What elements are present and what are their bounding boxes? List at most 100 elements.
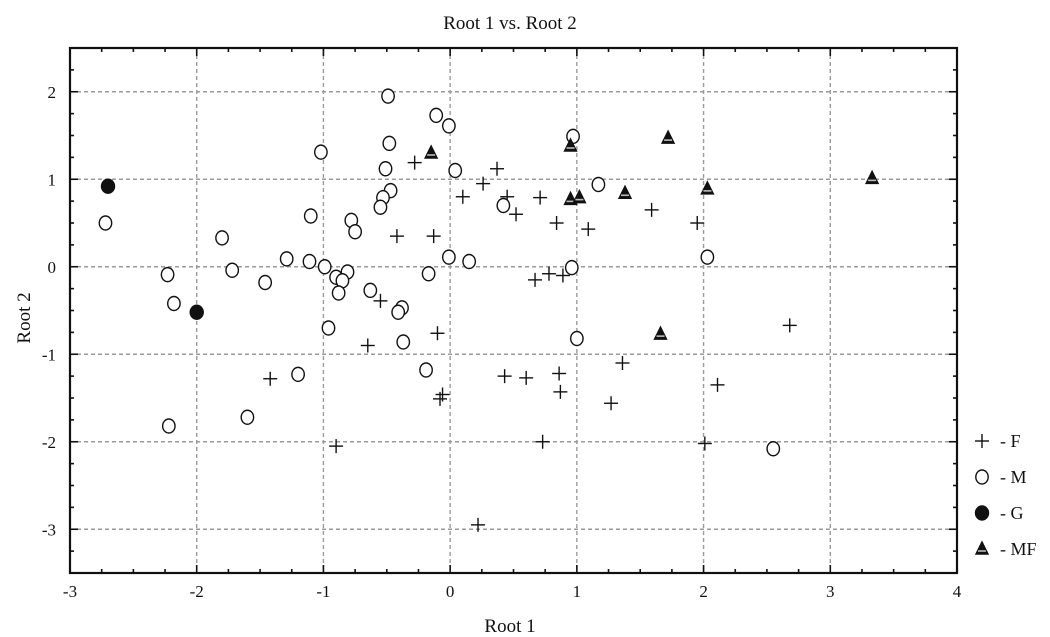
- data-point-circle-filled: [189, 304, 204, 320]
- data-point-plus: [782, 318, 797, 333]
- data-point-plus: [329, 439, 344, 454]
- data-point-plus: [690, 216, 705, 230]
- data-point-plus: [528, 272, 543, 287]
- data-point-circle-open: [391, 304, 406, 320]
- data-point-circle-open: [441, 249, 456, 265]
- data-point-circle-open: [421, 266, 436, 282]
- data-point-circle-open: [569, 330, 584, 347]
- data-point-plus: [426, 229, 441, 244]
- data-point-plus: [533, 190, 548, 205]
- data-point-circle-open: [98, 215, 113, 231]
- data-point-plus: [553, 384, 568, 399]
- legend: - F - M - G - MF: [974, 431, 1037, 559]
- series-circle-filled: [100, 178, 204, 320]
- x-axis-label: Root 1: [484, 616, 535, 637]
- data-point-plus: [433, 391, 448, 406]
- legend-label: - F: [1000, 431, 1021, 451]
- data-point-triangle: [864, 169, 880, 185]
- legend-marker-circle-filled: [974, 505, 990, 521]
- data-point-plus: [360, 338, 375, 353]
- legend-marker-circle-open: [975, 469, 989, 485]
- data-point-plus: [455, 189, 470, 204]
- data-point-circle-open: [381, 88, 395, 104]
- data-point-plus: [535, 434, 550, 449]
- data-point-circle-open: [321, 320, 336, 336]
- data-point-plus: [604, 396, 619, 411]
- legend-label: - M: [1000, 467, 1027, 487]
- data-point-circle-open: [240, 409, 255, 425]
- data-point-plus: [430, 326, 445, 341]
- legend-item: - MF: [974, 539, 1037, 559]
- data-point-circle-open: [331, 285, 346, 301]
- data-point-triangle: [653, 325, 668, 340]
- data-point-plus: [471, 517, 486, 532]
- data-point-plus: [697, 436, 712, 451]
- x-tick-label: 0: [446, 582, 455, 601]
- data-point-circle-open: [591, 176, 606, 193]
- data-point-triangle: [700, 180, 715, 195]
- legend-marker-plus: [975, 434, 989, 448]
- data-point-plus: [549, 216, 564, 230]
- data-point-circle-open: [448, 162, 463, 179]
- data-point-circle-open: [160, 266, 175, 283]
- x-tick-label: 3: [826, 582, 835, 601]
- data-point-plus: [476, 176, 491, 191]
- legend-item: - F: [975, 431, 1021, 451]
- data-point-plus: [407, 155, 422, 170]
- data-point-circle-open: [215, 230, 229, 246]
- x-tick-label: 4: [953, 582, 962, 601]
- data-point-circle-open: [373, 199, 388, 215]
- x-tick-label: 2: [699, 582, 708, 601]
- data-point-plus: [263, 371, 278, 386]
- data-point-circle-open: [564, 259, 579, 276]
- y-axis-label: Root 2: [14, 292, 35, 343]
- data-point-circle-open: [441, 118, 456, 134]
- data-point-circle-open: [313, 144, 328, 160]
- data-point-circle-open: [396, 334, 411, 350]
- data-point-triangle: [617, 184, 633, 199]
- data-point-plus: [373, 293, 388, 308]
- x-tick-label: -3: [63, 582, 77, 601]
- data-point-triangle: [424, 144, 439, 159]
- legend-label: - G: [1000, 503, 1024, 523]
- legend-label: - MF: [1000, 539, 1037, 559]
- data-point-circle-open: [378, 161, 393, 177]
- data-point-circle-open: [700, 249, 715, 265]
- data-point-plus: [509, 207, 524, 222]
- data-point-plus: [552, 366, 567, 381]
- data-point-circle-open: [302, 253, 317, 270]
- data-point-circle-open: [766, 441, 781, 457]
- y-tick-label: -1: [42, 345, 56, 364]
- data-point-circle-open: [419, 362, 433, 378]
- data-point-plus: [581, 222, 596, 237]
- x-tick-label: -1: [316, 582, 330, 601]
- data-point-plus: [541, 266, 556, 281]
- axis-ticks: [69, 47, 958, 574]
- data-point-circle-open: [462, 253, 477, 270]
- data-point-circle-open: [382, 135, 397, 152]
- data-point-plus: [490, 161, 505, 176]
- data-point-plus: [389, 229, 404, 244]
- data-point-circle-open: [225, 262, 240, 278]
- series-circle-open: [98, 88, 781, 457]
- data-point-triangle: [660, 129, 676, 144]
- data-point-circle-open: [429, 107, 444, 124]
- data-point-plus: [710, 377, 725, 392]
- data-point-circle-open: [167, 295, 181, 312]
- data-point-circle-open: [258, 274, 273, 291]
- data-point-plus: [519, 370, 534, 385]
- y-tick-label: -3: [42, 520, 56, 539]
- grid: [70, 48, 957, 573]
- data-point-circle-open: [363, 282, 378, 299]
- series-triangle: [424, 129, 880, 340]
- tick-labels: -3 -2 -1 0 1 2 3 4 -3 -2 -1 0 1 2: [42, 83, 962, 601]
- series-plus: [263, 155, 797, 532]
- y-tick-label: 2: [48, 83, 57, 102]
- data-points: [98, 88, 880, 532]
- x-tick-label: -2: [190, 582, 204, 601]
- data-point-plus: [555, 268, 570, 283]
- data-point-circle-open: [496, 197, 511, 214]
- chart-title: Root 1 vs. Root 2: [443, 13, 577, 34]
- y-tick-label: 1: [48, 170, 57, 189]
